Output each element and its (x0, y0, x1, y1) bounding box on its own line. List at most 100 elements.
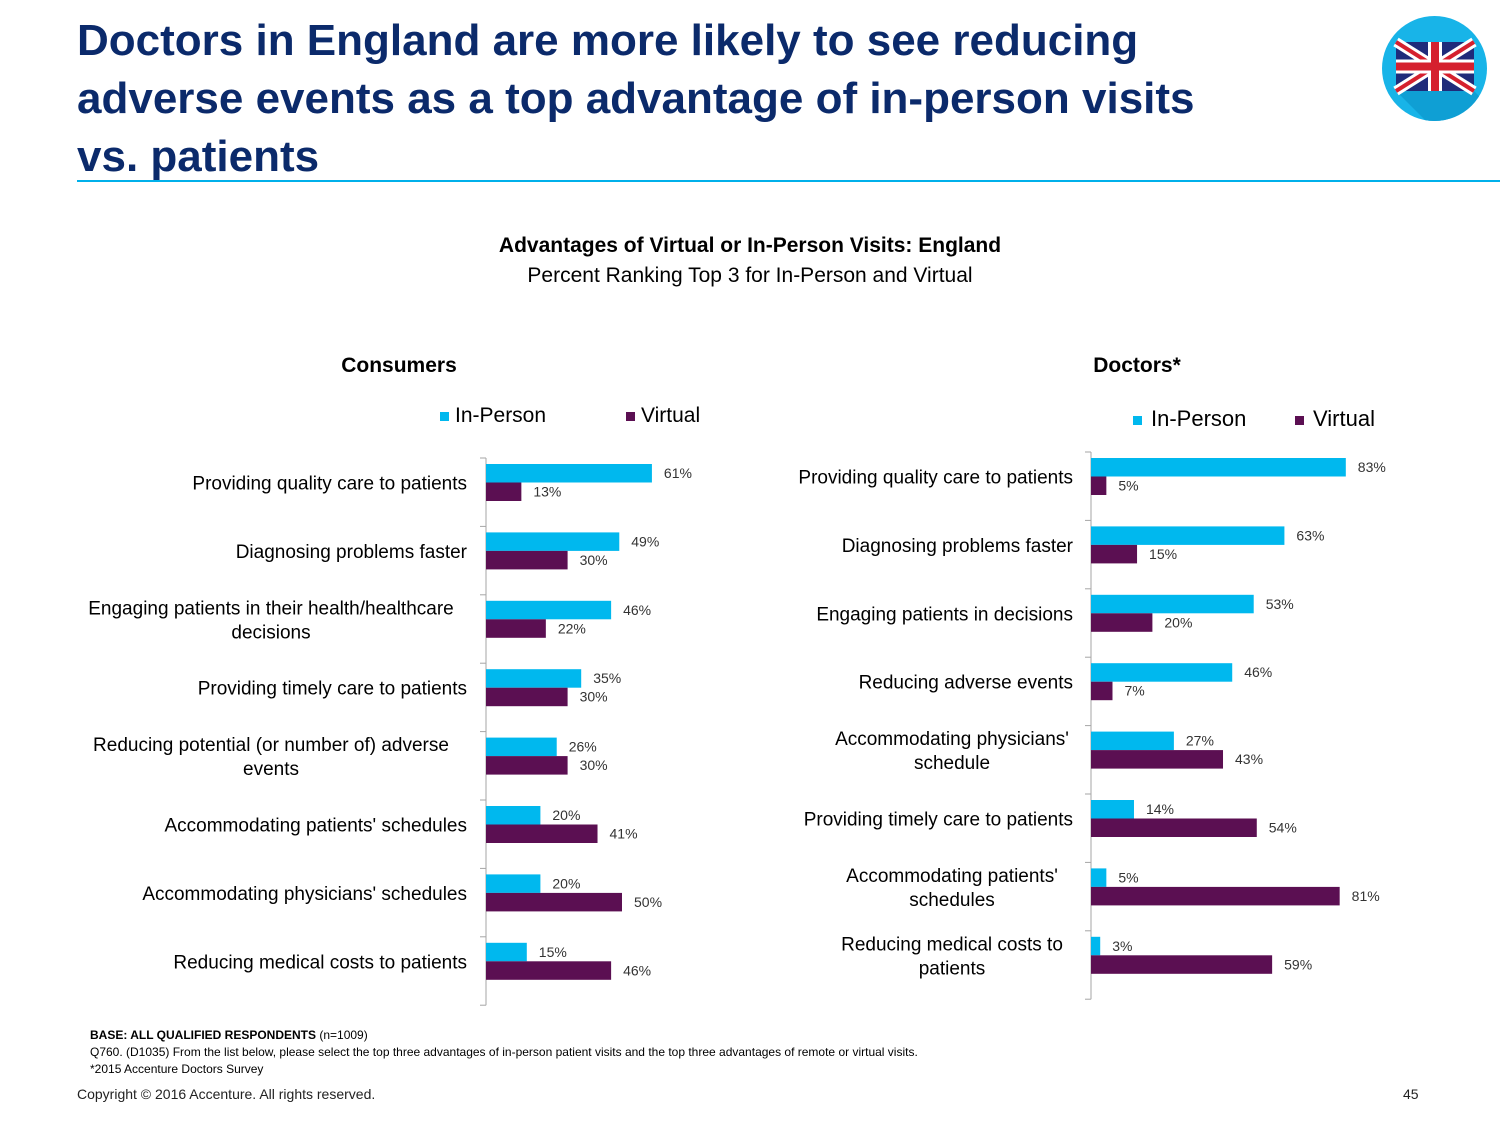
bar-virtual (486, 619, 546, 638)
bar-in-person (486, 669, 582, 688)
data-label-virtual: 50% (634, 894, 662, 910)
data-label-virtual: 5% (1118, 478, 1138, 494)
data-label-virtual: 22% (558, 620, 586, 636)
data-label-in-person: 46% (1244, 664, 1272, 680)
legend-label-in-person: In-Person (455, 404, 546, 427)
panel-title: Consumers (341, 354, 457, 377)
data-label-virtual: 54% (1269, 820, 1297, 836)
data-label-virtual: 30% (580, 757, 608, 773)
bar-virtual (1091, 544, 1138, 564)
data-label-in-person: 61% (664, 465, 692, 481)
category-label: Accommodating physicians' (835, 729, 1069, 750)
bar-in-person (1091, 936, 1101, 956)
category-label: events (243, 759, 299, 780)
bar-virtual (486, 892, 622, 912)
title-divider (77, 180, 1500, 182)
legend-swatch-virtual (1295, 416, 1304, 425)
data-label-in-person: 20% (552, 875, 580, 891)
bar-virtual (486, 756, 568, 775)
category-label: Providing timely care to patients (804, 810, 1073, 831)
data-label-in-person: 27% (1186, 733, 1214, 749)
bar-virtual (1091, 955, 1273, 974)
data-label-virtual: 43% (1235, 751, 1263, 767)
data-label-in-person: 63% (1296, 527, 1324, 543)
data-label-virtual: 20% (1164, 614, 1192, 630)
bar-virtual (486, 687, 568, 707)
base-label: BASE: ALL QUALIFIED RESPONDENTS (90, 1028, 317, 1042)
data-label-in-person: 35% (593, 670, 621, 686)
data-label-in-person: 5% (1118, 869, 1138, 885)
question-note: Q760. (D1035) From the list below, pleas… (90, 1045, 918, 1059)
base-n: (n=1009) (319, 1028, 368, 1042)
bar-in-person (486, 874, 541, 893)
copyright-text: Copyright © 2016 Accenture. All rights r… (77, 1086, 376, 1102)
category-label: Providing quality care to patients (798, 468, 1073, 489)
category-label: Reducing medical costs to (841, 934, 1063, 955)
doctors-bar-chart: Doctors* In-Person Virtual 83% 5% Providing q… (798, 354, 1386, 1000)
panel-title: Doctors* (1093, 354, 1181, 377)
legend-swatch-virtual (626, 412, 635, 421)
legend-label-virtual: Virtual (641, 404, 700, 427)
bar-in-person (1091, 663, 1233, 682)
base-note: BASE: ALL QUALIFIED RESPONDENTS (n=1009) (90, 1028, 368, 1042)
category-label: Reducing adverse events (859, 673, 1073, 694)
category-label: patients (919, 958, 986, 979)
category-label: Diagnosing problems faster (236, 542, 468, 563)
consumers-bar-chart: Consumers In-Person Virtual 61% 13% Providing… (88, 354, 700, 1006)
category-label: Providing timely care to patients (198, 679, 467, 700)
chart-subtitle: Percent Ranking Top 3 for In-Person and … (527, 264, 973, 287)
category-label: Reducing potential (or number of) advers… (93, 735, 449, 756)
bar-virtual (486, 961, 612, 980)
data-label-in-person: 26% (569, 739, 597, 755)
data-label-in-person: 15% (539, 944, 567, 960)
bar-in-person (486, 942, 527, 962)
category-label: Reducing medical costs to patients (173, 952, 467, 973)
survey-note: *2015 Accenture Doctors Survey (90, 1062, 264, 1076)
category-label: Accommodating patients' schedules (164, 816, 467, 837)
data-label-in-person: 53% (1266, 596, 1294, 612)
bar-virtual (486, 550, 568, 570)
category-label: decisions (231, 622, 310, 643)
data-label-in-person: 20% (552, 807, 580, 823)
category-label: Providing quality care to patients (192, 474, 467, 495)
data-label-virtual: 41% (610, 826, 638, 842)
category-label: Engaging patients in decisions (816, 604, 1073, 625)
uk-flag-icon (1382, 16, 1487, 121)
legend-swatch-in-person (1133, 416, 1142, 425)
legend-label-in-person: In-Person (1151, 406, 1246, 431)
bar-virtual (1091, 613, 1153, 632)
category-label: Engaging patients in their health/health… (88, 598, 453, 619)
data-label-in-person: 83% (1358, 459, 1386, 475)
category-label: Accommodating patients' (846, 866, 1058, 887)
data-label-virtual: 59% (1284, 956, 1312, 972)
bar-in-person (486, 532, 620, 551)
category-label: Diagnosing problems faster (842, 536, 1074, 557)
data-label-virtual: 13% (533, 484, 561, 500)
data-label-virtual: 7% (1124, 683, 1144, 699)
category-label: schedule (914, 753, 990, 774)
bar-in-person (1091, 868, 1107, 887)
data-label-virtual: 30% (580, 689, 608, 705)
bar-in-person (486, 737, 557, 757)
page-number: 45 (1403, 1086, 1419, 1102)
data-label-virtual: 46% (623, 962, 651, 978)
slide-headline: Doctors in England are more likely to se… (77, 16, 1195, 181)
data-label-virtual: 81% (1352, 888, 1380, 904)
bar-in-person (486, 600, 612, 620)
bar-virtual (486, 482, 522, 501)
bar-in-person (1091, 731, 1174, 751)
bar-in-person (1091, 458, 1346, 477)
data-label-in-person: 3% (1112, 938, 1132, 954)
legend-label-virtual: Virtual (1313, 406, 1375, 431)
bar-virtual (1091, 886, 1340, 906)
bar-virtual (1091, 681, 1113, 701)
data-label-in-person: 49% (631, 533, 659, 549)
data-label-virtual: 30% (580, 552, 608, 568)
bar-in-person (1091, 800, 1134, 819)
data-label-virtual: 15% (1149, 546, 1177, 562)
category-label: schedules (909, 890, 995, 911)
bar-in-person (1091, 526, 1285, 545)
bar-in-person (1091, 594, 1254, 614)
bar-in-person (486, 464, 652, 483)
bar-virtual (1091, 476, 1107, 495)
